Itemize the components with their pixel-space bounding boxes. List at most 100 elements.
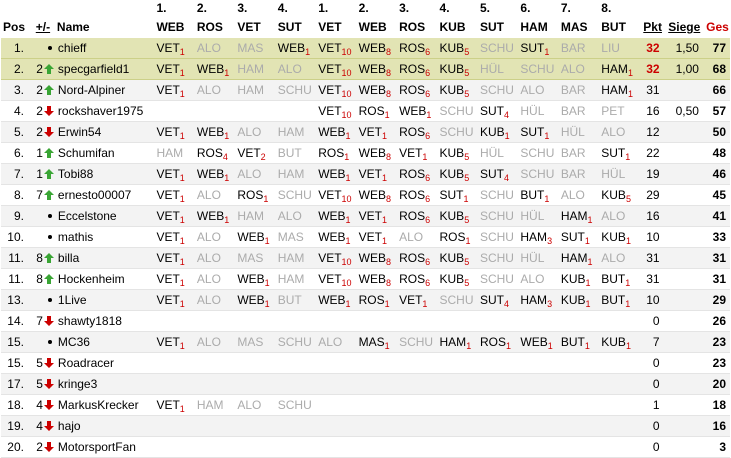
tip-points: 1 <box>504 131 510 141</box>
wins-cell <box>663 121 703 143</box>
tip-cell: VET1 <box>356 121 398 143</box>
tip-cell: HÜL <box>518 100 559 122</box>
tip-points: 1 <box>547 341 553 351</box>
wins-cell <box>663 163 703 185</box>
tip-cell <box>558 394 600 416</box>
driver-code: BAR <box>560 146 586 160</box>
tip-points: 1 <box>179 173 185 183</box>
player-name[interactable]: hajo <box>54 415 155 437</box>
tip-cell: SCHU <box>477 226 519 248</box>
total-cell: 29 <box>702 289 730 311</box>
tip-cell: ALO <box>235 394 276 416</box>
tip-points: 1 <box>224 68 230 78</box>
tip-points: 4 <box>503 299 509 309</box>
player-name[interactable]: MarkusKrecker <box>54 394 155 416</box>
tip-cell <box>154 373 195 395</box>
plus-minus-header[interactable]: +/- <box>35 20 51 34</box>
tip-points: 1 <box>463 194 469 204</box>
driver-code: VET <box>156 62 180 76</box>
player-name[interactable]: Tobi88 <box>54 163 155 185</box>
tip-cell <box>316 352 357 374</box>
driver-code: SCHU <box>479 188 514 202</box>
driver-code: BAR <box>560 41 586 55</box>
tip-points: 1 <box>381 131 387 141</box>
tip-points: 1 <box>179 257 185 267</box>
tip-cell: SUT1 <box>518 121 559 143</box>
player-name[interactable]: Schumifan <box>54 142 155 164</box>
wins-cell <box>663 142 703 164</box>
driver-code: SUT <box>479 167 504 181</box>
player-name[interactable]: ernesto00007 <box>54 184 155 206</box>
tip-cell: VET1 <box>154 289 195 311</box>
change-cell: 4 <box>28 415 55 437</box>
tip-cell: HAM3 <box>518 226 559 248</box>
player-name[interactable]: kringe3 <box>54 373 155 395</box>
tip-cell: ALO <box>194 331 236 353</box>
tip-cell: BUT <box>275 142 317 164</box>
driver-code: BUT <box>601 272 626 286</box>
driver-code: VET <box>156 293 180 307</box>
tip-points: 10 <box>341 47 352 57</box>
driver-code: LIU <box>601 41 620 55</box>
driver-code: SCHU <box>277 188 312 202</box>
player-name[interactable]: specgarfield1 <box>54 58 155 80</box>
driver-code: SUT <box>439 188 464 202</box>
driver-code: VET <box>358 209 382 223</box>
player-name[interactable]: Roadracer <box>54 352 155 374</box>
tip-cell <box>599 436 640 458</box>
round-header: ROS <box>399 20 426 34</box>
driver-code: SCHU <box>277 398 312 412</box>
table-row: 6. 1 Schumifan HAM ROS4 VET2 BUT ROS1 WEB8 VET1 KU… <box>1 142 730 164</box>
tip-points: 5 <box>464 47 470 57</box>
tip-cell <box>356 415 398 437</box>
total-cell: 23 <box>702 331 730 353</box>
player-name[interactable]: Erwin54 <box>54 121 155 143</box>
driver-code: WEB <box>318 167 346 181</box>
tip-cell <box>194 436 236 458</box>
total-cell: 23 <box>702 352 730 374</box>
tip-cell: VET1 <box>356 205 398 227</box>
tip-points: 1 <box>179 89 185 99</box>
round-number: 1. <box>156 1 167 15</box>
round-header: KUB <box>439 20 466 34</box>
player-name[interactable]: mathis <box>54 226 155 248</box>
points-cell: 0 <box>639 310 664 332</box>
table-row: 19. 4 hajo 0 16 <box>1 415 730 437</box>
player-name[interactable]: MC36 <box>54 331 155 353</box>
tip-cell <box>397 352 438 374</box>
player-name[interactable]: billa <box>54 247 155 269</box>
tip-cell: SCHU <box>477 38 519 59</box>
tip-cell: WEB1 <box>316 163 357 185</box>
tip-cell: KUB1 <box>599 331 640 353</box>
player-name[interactable]: MotorsportFan <box>54 436 155 458</box>
round-header: HAM <box>520 20 548 34</box>
pkt-header[interactable]: Pkt <box>643 20 662 34</box>
player-name[interactable]: shawty1818 <box>54 310 155 332</box>
player-name[interactable]: Nord-Alpiner <box>54 79 155 101</box>
driver-code: ROS <box>399 188 426 202</box>
tip-cell: HAM1 <box>558 247 600 269</box>
change-value: 5 <box>36 377 43 391</box>
driver-code: WEB <box>318 230 346 244</box>
player-name[interactable]: chieff <box>54 38 155 59</box>
player-name[interactable]: 1Live <box>54 289 155 311</box>
driver-code: HAM <box>601 83 628 97</box>
tip-points: 1 <box>179 131 185 141</box>
driver-code: ALO <box>237 398 262 412</box>
player-name[interactable]: rockshaver1975 <box>54 100 155 122</box>
change-value: 7 <box>36 314 43 328</box>
tip-cell: SUT1 <box>558 226 600 248</box>
driver-code: BUT <box>277 146 302 160</box>
tip-points: 6 <box>425 215 431 225</box>
tip-cell: ALO <box>397 226 438 248</box>
driver-code: HAM <box>277 167 305 181</box>
player-name[interactable]: Hockenheim <box>54 268 155 290</box>
tip-points: 4 <box>503 173 509 183</box>
tip-cell <box>275 100 317 122</box>
change-cell: 5 <box>28 352 55 374</box>
driver-code: VET <box>358 230 382 244</box>
position-cell: 13. <box>1 289 29 311</box>
siege-header[interactable]: Siege <box>668 20 701 34</box>
player-name[interactable]: Eccelstone <box>54 205 155 227</box>
driver-code: BAR <box>560 83 586 97</box>
